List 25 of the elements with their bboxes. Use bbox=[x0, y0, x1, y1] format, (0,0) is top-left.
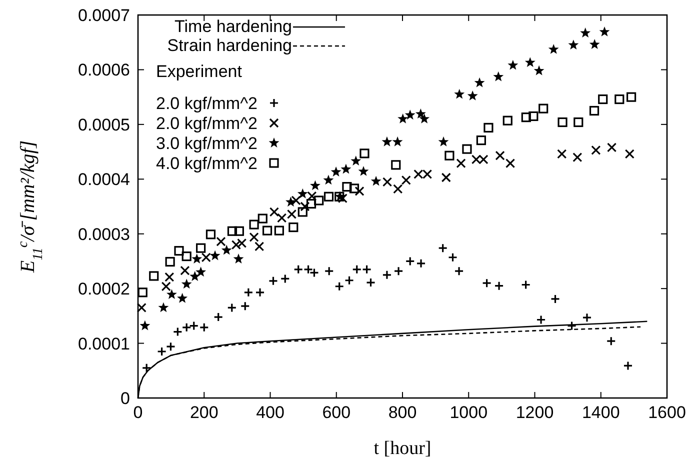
legend-label: 3.0 kgf/mm^2 bbox=[156, 134, 258, 153]
x-tick-label: 1000 bbox=[450, 403, 488, 422]
y-tick-label: 0 bbox=[120, 389, 130, 408]
x-tick-label: 600 bbox=[322, 403, 351, 422]
y-tick-label: 0.0002 bbox=[78, 280, 130, 299]
legend-label: Time hardening bbox=[174, 17, 292, 36]
y-tick-label: 0.0001 bbox=[78, 334, 130, 354]
y-tick-label: 0.0005 bbox=[78, 115, 130, 134]
y-tick-label: 0.0004 bbox=[78, 170, 130, 190]
x-tick-label: 0 bbox=[133, 403, 143, 422]
legend-label: 4.0 kgf/mm^2 bbox=[156, 154, 258, 173]
x-tick-label: 200 bbox=[190, 403, 218, 422]
x-tick-label: 1400 bbox=[582, 403, 620, 422]
x-axis-title: t [hour] bbox=[374, 438, 432, 459]
y-tick-label: 0.0003 bbox=[78, 224, 130, 244]
x-tick-label: 800 bbox=[388, 403, 417, 422]
legend-label: Strain hardening bbox=[167, 36, 292, 55]
legend-title: Experiment bbox=[156, 62, 242, 81]
legend-label: 2.0 kgf/mm^2 bbox=[156, 114, 258, 133]
y-tick-label: 0.0006 bbox=[78, 60, 130, 80]
x-tick-label: 1200 bbox=[516, 403, 554, 422]
legend-label: 2.0 kgf/mm^2 bbox=[156, 94, 258, 113]
y-tick-label: 0.0007 bbox=[78, 6, 130, 25]
x-tick-label: 400 bbox=[256, 403, 284, 422]
x-tick-label: 1600 bbox=[648, 403, 686, 422]
